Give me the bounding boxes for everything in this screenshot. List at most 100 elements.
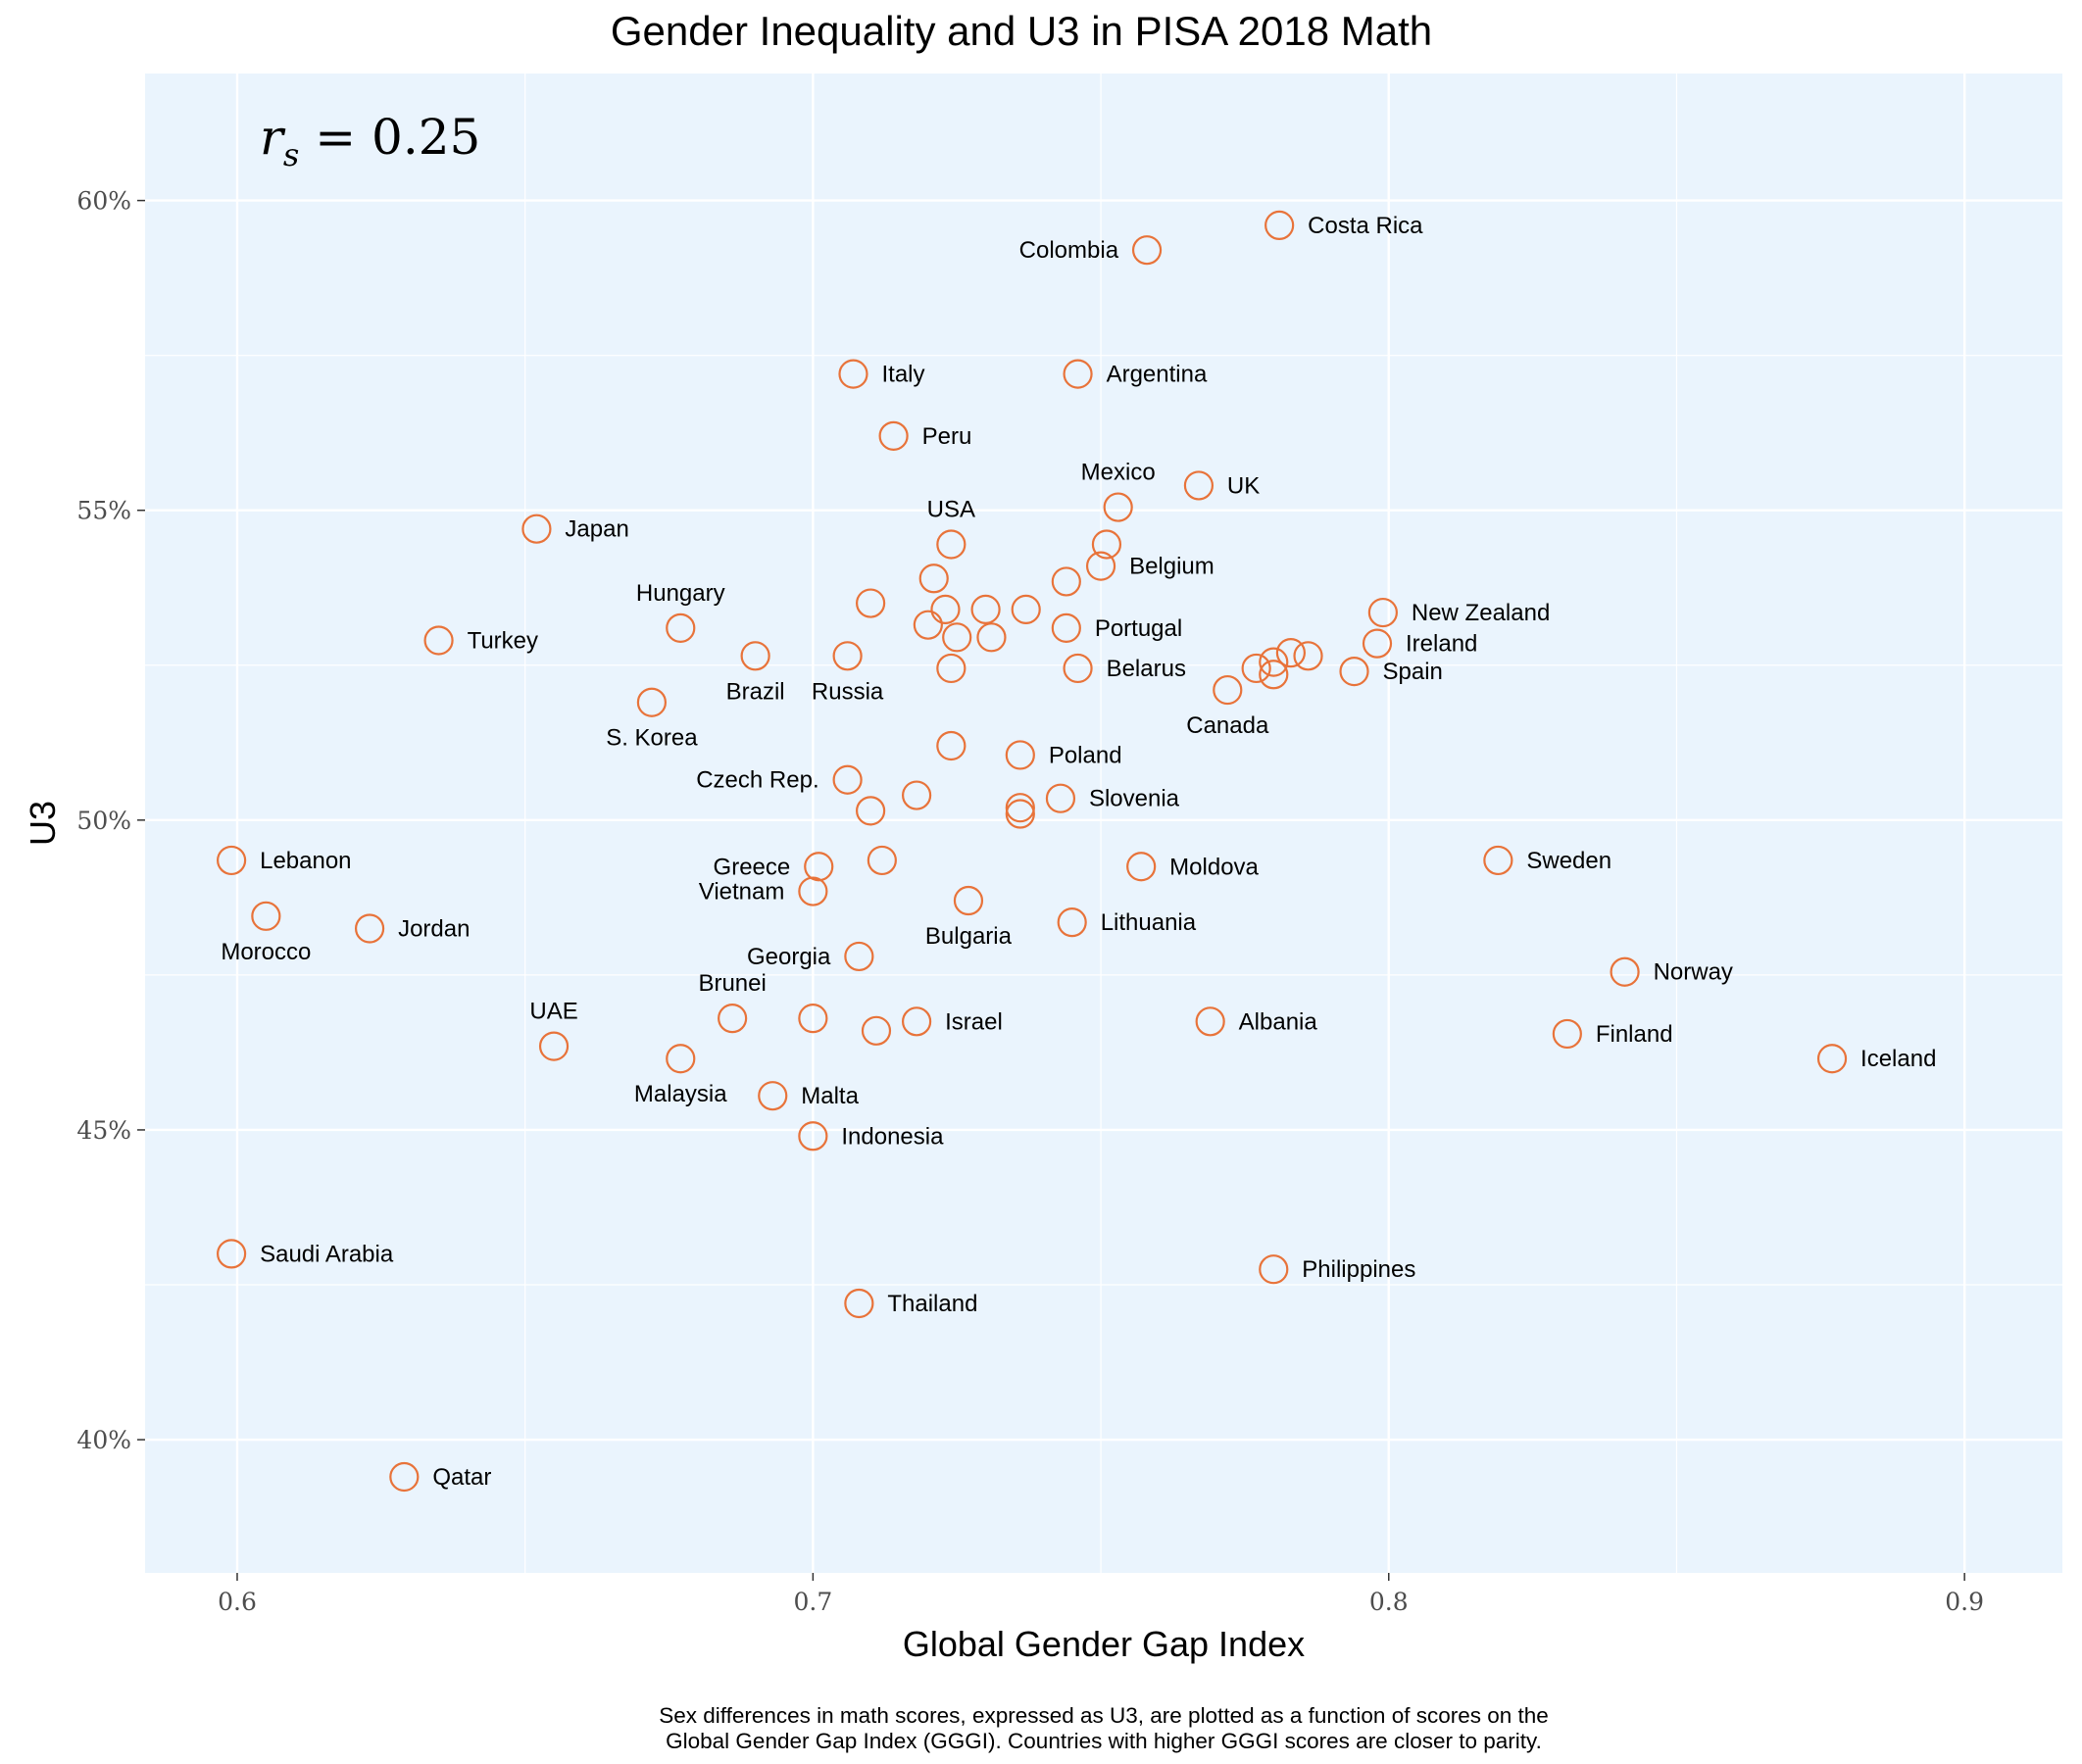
point-label: Portugal [1095, 615, 1182, 642]
data-point [1264, 210, 1295, 240]
data-point [389, 1461, 420, 1493]
point-label: Philippines [1302, 1256, 1415, 1283]
annotation-subscript: s [283, 136, 299, 173]
data-point [838, 359, 868, 389]
point-label: Morocco [221, 939, 311, 965]
data-point [1005, 793, 1035, 823]
data-point [1816, 1044, 1848, 1074]
data-point [804, 852, 834, 882]
point-label: Greece [714, 854, 791, 880]
point-label: Brazil [726, 678, 785, 705]
data-point [1362, 628, 1393, 659]
data-point [1195, 1006, 1225, 1037]
data-point [251, 901, 281, 931]
data-point [1259, 647, 1289, 677]
data-point [1057, 907, 1087, 938]
data-point [217, 845, 247, 876]
caption-line-2: Global Gender Gap Index (GGGI). Countrie… [666, 1729, 1542, 1753]
point-label: Colombia [1019, 237, 1119, 264]
y-tick-label: 60% [76, 187, 131, 216]
data-point [1241, 653, 1271, 684]
y-tick-label: 40% [76, 1426, 131, 1454]
point-label: Italy [881, 362, 924, 388]
point-label: Slovenia [1089, 786, 1180, 812]
data-point [936, 653, 967, 684]
data-point [1213, 674, 1243, 706]
point-label: Peru [922, 423, 972, 450]
point-label: Turkey [468, 627, 538, 654]
x-tick-label: 0.8 [1369, 1588, 1409, 1616]
point-label: S. Korea [606, 725, 698, 752]
point-label: Poland [1049, 742, 1122, 768]
point-label: Sweden [1526, 848, 1611, 874]
data-point [856, 588, 886, 618]
data-point [878, 420, 909, 451]
data-point [953, 885, 984, 916]
data-point [901, 780, 932, 810]
x-axis-ticks: 0.6 0.7 0.8 0.9 [218, 1573, 1984, 1616]
point-labels: Costa Rica Colombia Italy Argentina Peru UK Me… [221, 213, 1936, 1491]
x-axis-title: Global Gender Gap Index [903, 1624, 1305, 1664]
data-point [666, 1044, 696, 1074]
point-label: Bulgaria [925, 923, 1013, 950]
data-point [1063, 653, 1093, 684]
point-label: Iceland [1860, 1046, 1936, 1072]
point-label: Russia [812, 678, 884, 705]
data-point [918, 564, 949, 594]
data-point [1005, 799, 1035, 829]
point-label: Czech Rep. [696, 767, 818, 794]
data-point [1293, 641, 1323, 671]
data-point [1103, 492, 1133, 522]
data-point [798, 1121, 828, 1152]
data-point [970, 594, 1001, 624]
data-point [930, 594, 961, 624]
point-label: Belarus [1107, 656, 1186, 682]
data-point [1091, 529, 1122, 560]
data-point [1183, 470, 1214, 501]
data-point [740, 641, 770, 671]
point-label: Lebanon [260, 848, 351, 874]
point-label: Hungary [636, 580, 725, 607]
data-point [832, 764, 863, 795]
point-label: Ireland [1406, 631, 1477, 658]
point-label: Spain [1383, 659, 1443, 685]
point-label: Malta [801, 1083, 859, 1109]
caption-line-1: Sex differences in math scores, expresse… [659, 1703, 1549, 1728]
y-tick-label: 45% [76, 1116, 131, 1145]
point-label: Georgia [747, 944, 831, 970]
point-label: Costa Rica [1308, 213, 1423, 239]
data-point [636, 687, 668, 717]
point-label: New Zealand [1412, 600, 1550, 626]
data-point [844, 941, 874, 972]
annotation-variable: r [260, 109, 286, 166]
data-point [423, 625, 454, 656]
point-label: Moldova [1169, 854, 1259, 880]
annotation-value: = 0.25 [299, 109, 480, 166]
data-point [901, 1006, 932, 1037]
point-label: Qatar [432, 1464, 491, 1491]
point-label: Jordan [398, 915, 470, 942]
point-label: Indonesia [841, 1123, 944, 1150]
data-point [1005, 740, 1035, 770]
data-point [942, 622, 972, 653]
data-point [1483, 845, 1513, 876]
data-point [798, 1004, 828, 1034]
data-point [666, 612, 696, 643]
data-point [1051, 612, 1081, 643]
data-point [1011, 594, 1041, 624]
major-gridlines [145, 74, 2062, 1573]
data-point [1126, 852, 1157, 882]
data-point [861, 1015, 892, 1046]
data-point [718, 1004, 748, 1034]
point-label: UAE [529, 999, 577, 1025]
data-point [856, 796, 886, 826]
x-tick-label: 0.7 [793, 1588, 832, 1616]
data-point [1045, 783, 1076, 813]
data-point [1275, 638, 1307, 668]
point-label: Argentina [1107, 362, 1208, 388]
data-point [1610, 956, 1640, 987]
data-point [867, 845, 897, 876]
data-point [217, 1239, 247, 1269]
point-label: Finland [1596, 1021, 1673, 1048]
